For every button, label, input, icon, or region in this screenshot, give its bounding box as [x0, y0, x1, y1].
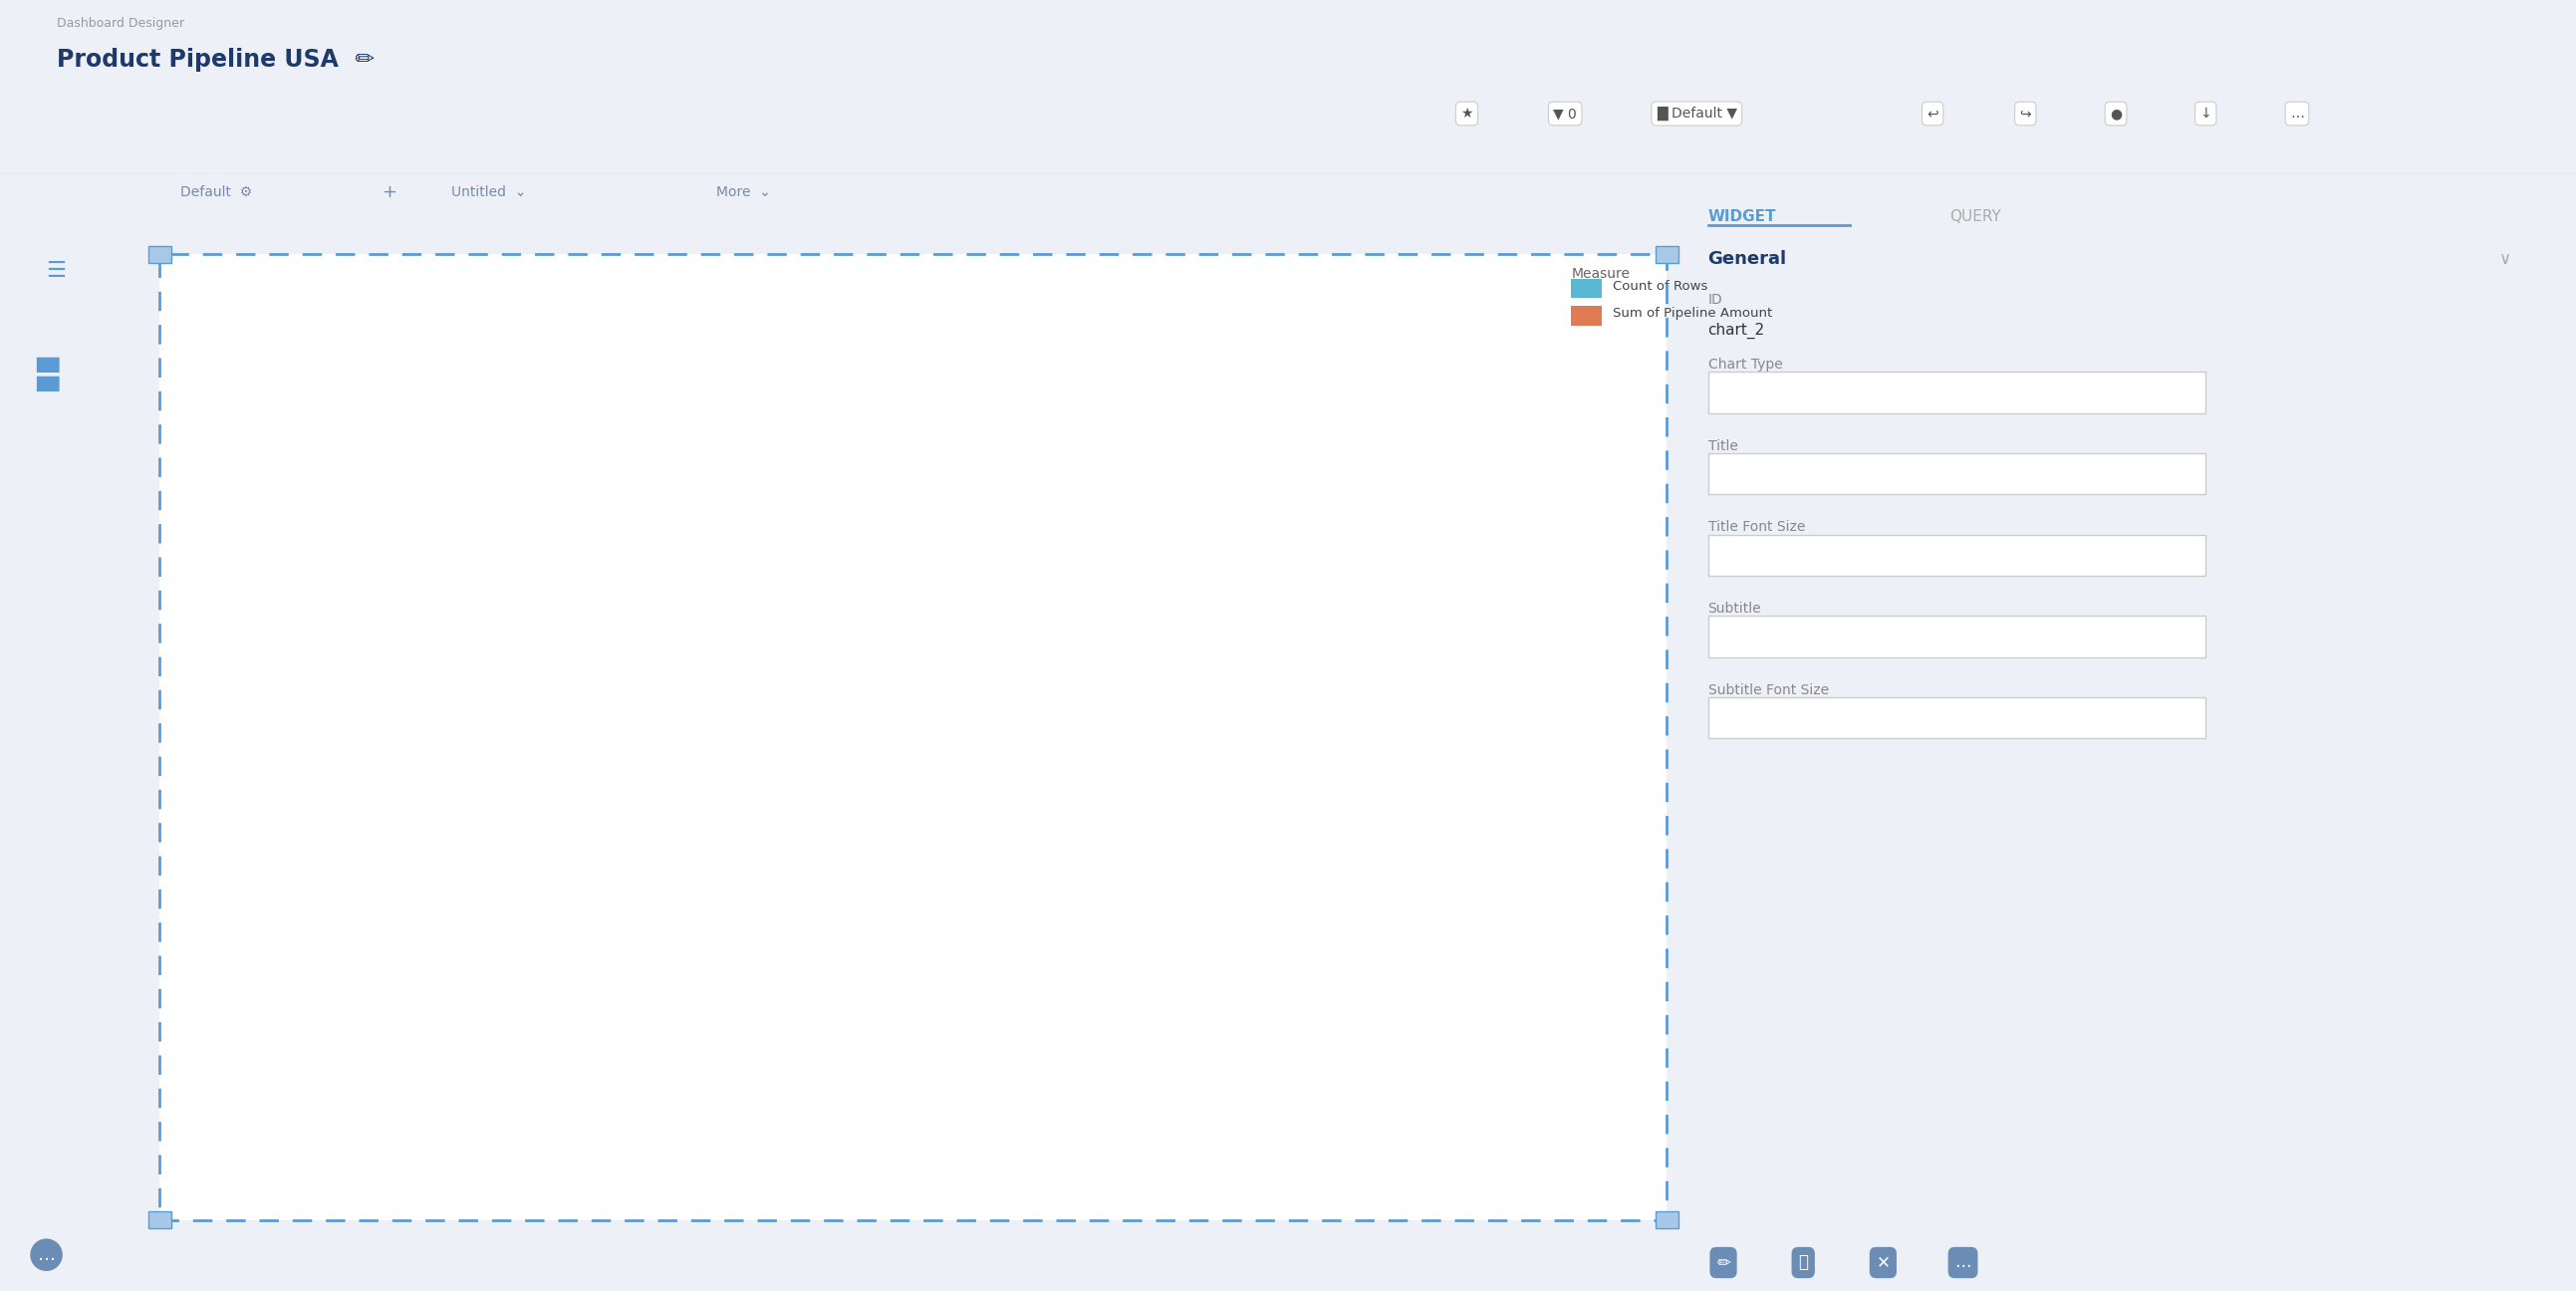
Text: ██
██: ██ ██	[36, 358, 59, 391]
Bar	[945, 1088, 948, 1130]
Text: More  ⌄: More ⌄	[716, 186, 770, 199]
Text: ▼: ▼	[2164, 711, 2172, 722]
Text: ▼ 0: ▼ 0	[1553, 107, 1577, 120]
Text: +: +	[381, 183, 397, 201]
Text: 11: 11	[314, 776, 332, 790]
Bar	[296, 518, 417, 559]
Text: 14: 14	[1726, 547, 1744, 560]
Text: 11м: 11м	[1007, 613, 1036, 627]
Text: Chart Type: Chart Type	[1708, 358, 1783, 372]
Text: ☰: ☰	[46, 261, 67, 281]
Text: Dashboard Designer: Dashboard Designer	[57, 17, 183, 30]
Text: 712к: 712к	[956, 1103, 992, 1117]
Bar	[945, 926, 951, 967]
Text: 4: 4	[307, 939, 314, 953]
Text: ≡: ≡	[1731, 382, 1747, 400]
Text: Subtitle Font Size: Subtitle Font Size	[1708, 683, 1829, 697]
Text: ↩: ↩	[1927, 107, 1937, 120]
Text: Product Pipeline USA  ✏: Product Pipeline USA ✏	[57, 48, 374, 72]
Text: 1.6м: 1.6м	[961, 857, 992, 871]
Bar	[296, 844, 304, 886]
Text: 111м: 111м	[1494, 368, 1530, 382]
Text: ↓: ↓	[2200, 107, 2210, 120]
Text: Subtitle: Subtitle	[1708, 602, 1762, 616]
Text: …: …	[2290, 107, 2303, 120]
Text: 643к: 643к	[956, 1021, 992, 1034]
Bar	[945, 763, 958, 803]
Text: chart_2: chart_2	[1708, 323, 1765, 340]
Text: ▼: ▼	[2164, 549, 2172, 559]
Y-axis label: Product: Product	[191, 714, 206, 771]
Text: ✏: ✏	[1716, 1254, 1731, 1272]
Bar	[296, 436, 549, 478]
Text: 9.2м: 9.2м	[997, 695, 1030, 709]
Text: 121: 121	[425, 532, 451, 546]
Bar	[296, 682, 340, 722]
Text: ✕: ✕	[1875, 1254, 1891, 1272]
Bar	[945, 599, 999, 640]
Text: Sum of Pipeline Amount: Sum of Pipeline Amount	[1613, 307, 1772, 320]
Text: ID: ID	[1708, 293, 1723, 307]
Text: 4: 4	[307, 1021, 314, 1034]
Text: ▼: ▼	[2164, 386, 2172, 396]
Text: No title: No title	[1726, 466, 1777, 479]
Text: ●: ●	[2110, 107, 2123, 120]
Text: General: General	[1708, 250, 1788, 269]
Text: …: …	[36, 1246, 57, 1264]
Title: Sum of Pipeline Amount: Sum of Pipeline Amount	[1188, 288, 1386, 306]
Bar	[296, 926, 301, 967]
Text: ⧉: ⧉	[1798, 1254, 1808, 1272]
Text: 2.5м: 2.5м	[966, 776, 997, 790]
Text: Count of Rows: Count of Rows	[1613, 280, 1708, 293]
Bar	[296, 355, 801, 396]
Text: ★: ★	[1461, 107, 1473, 120]
Text: ↪: ↪	[2020, 107, 2030, 120]
Bar	[945, 436, 1213, 478]
Text: █ Default ▼: █ Default ▼	[1656, 106, 1736, 121]
Text: Untitled  ⌄: Untitled ⌄	[451, 186, 526, 199]
Text: No subtitle: No subtitle	[1726, 629, 1801, 642]
Text: Title Font Size: Title Font Size	[1708, 520, 1806, 534]
Text: 3: 3	[307, 1103, 314, 1117]
Text: 54: 54	[355, 613, 374, 627]
Title: Count of Rows ↑: Count of Rows ↑	[531, 288, 667, 306]
Text: 8: 8	[309, 857, 319, 871]
Text: QUERY: QUERY	[1950, 209, 2002, 225]
Text: Measure: Measure	[1571, 267, 1631, 281]
Bar	[945, 844, 953, 886]
Text: Title: Title	[1708, 439, 1739, 453]
Bar	[945, 682, 989, 722]
Bar	[296, 1007, 301, 1048]
Text: Default  ⚙: Default ⚙	[180, 186, 252, 199]
Text: 930к: 930к	[958, 939, 992, 953]
Text: ∨: ∨	[2499, 250, 2512, 269]
Bar	[296, 599, 350, 640]
Bar	[296, 763, 307, 803]
Text: 501: 501	[809, 368, 835, 382]
Text: 55м: 55м	[1221, 451, 1249, 463]
Bar	[945, 1007, 948, 1048]
Text: 44: 44	[348, 695, 363, 709]
Text: 28м: 28м	[1090, 532, 1118, 546]
Bar	[296, 1088, 299, 1130]
Text: 250: 250	[554, 451, 580, 463]
Bar	[945, 518, 1082, 559]
Bar	[945, 355, 1486, 396]
Text: 11: 11	[1726, 710, 1744, 723]
Text: …: …	[1955, 1254, 1971, 1272]
Text: WIDGET: WIDGET	[1708, 209, 1775, 225]
